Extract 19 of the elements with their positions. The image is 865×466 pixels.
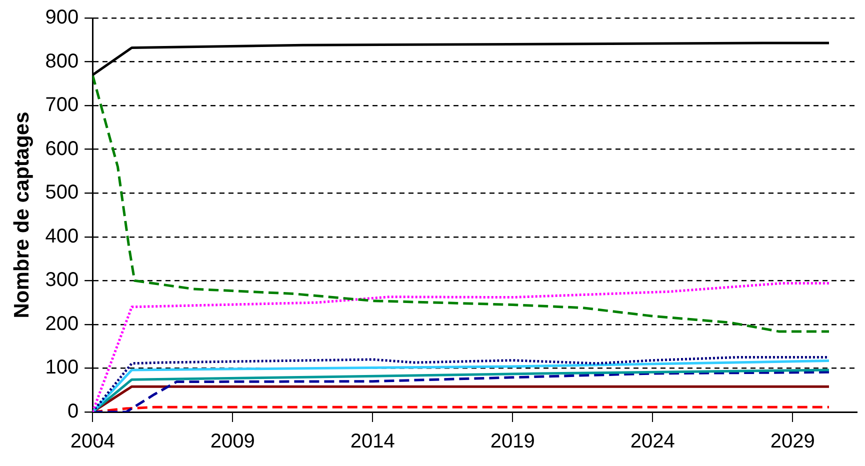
x-tick-label: 2024: [630, 430, 675, 453]
y-tick-label: 300: [45, 269, 79, 292]
y-tick-label: 800: [45, 50, 79, 72]
y-tick-label: 900: [45, 6, 79, 29]
y-tick-label: 200: [45, 312, 79, 335]
y-tick-label: 600: [45, 138, 79, 160]
x-tick-label: 2014: [350, 430, 395, 453]
y-axis-title: Nombre de captages: [10, 112, 34, 318]
y-tick-label: 400: [45, 225, 79, 248]
x-tick-label: 2009: [210, 430, 255, 453]
y-tick-label: 700: [45, 94, 79, 116]
line-series: [92, 74, 830, 333]
y-tick-label: 100: [45, 356, 79, 379]
y-tick-label: 500: [45, 182, 79, 204]
x-tick-label: 2029: [770, 430, 815, 453]
x-tick-label: 2004: [70, 430, 115, 453]
x-tick-label: 2019: [490, 430, 535, 453]
line-series: [92, 282, 830, 412]
y-tick-label: 0: [67, 400, 79, 423]
